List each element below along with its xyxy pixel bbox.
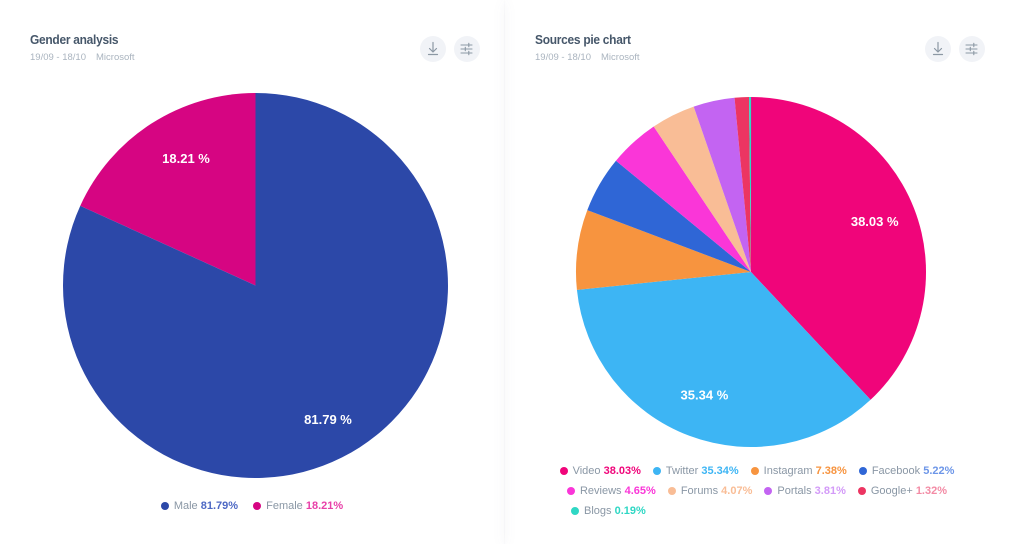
svg-text:81.79 %: 81.79 % [304, 412, 352, 427]
svg-text:35.34 %: 35.34 % [681, 388, 729, 403]
svg-text:38.03 %: 38.03 % [851, 214, 899, 229]
svg-text:18.21 %: 18.21 % [162, 151, 210, 166]
